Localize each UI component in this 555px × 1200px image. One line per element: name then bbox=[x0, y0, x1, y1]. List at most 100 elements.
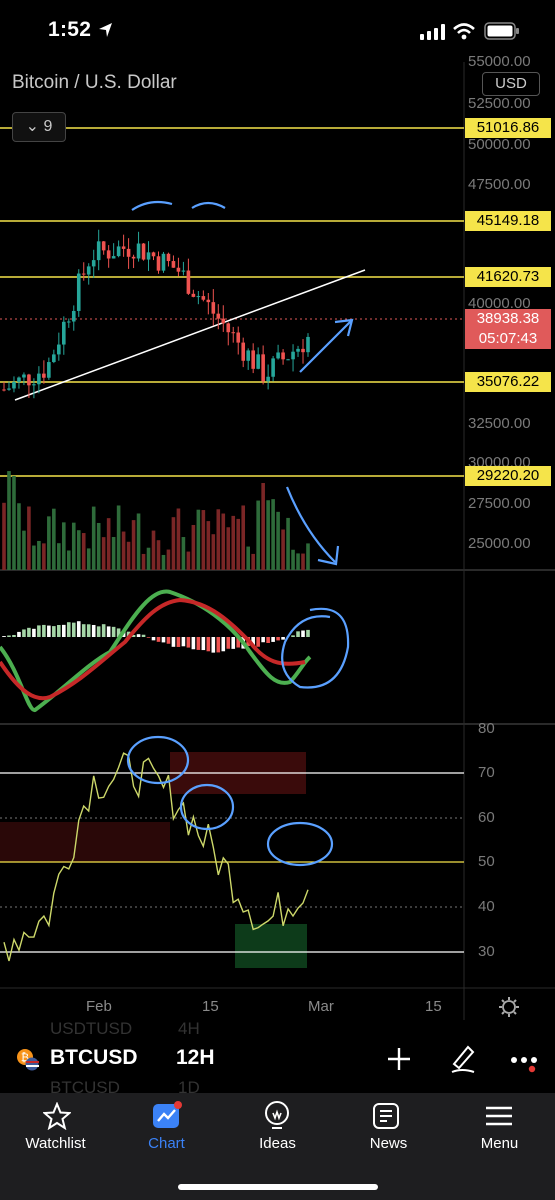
candle-body bbox=[81, 273, 86, 275]
volume-bar bbox=[191, 524, 196, 570]
level-tag: 29220.20 bbox=[465, 466, 551, 486]
rsi-tick: 70 bbox=[478, 764, 495, 781]
volume-bar bbox=[296, 553, 300, 570]
volume-bar bbox=[276, 511, 280, 570]
tab-bar bbox=[0, 1093, 555, 1200]
macd-bar bbox=[206, 637, 211, 652]
plus-icon[interactable] bbox=[386, 1046, 412, 1072]
level-lines bbox=[0, 127, 464, 477]
candle-body bbox=[296, 348, 300, 352]
macd-bar bbox=[226, 637, 231, 649]
candle-body bbox=[17, 377, 21, 382]
indicators-count: 9 bbox=[43, 118, 53, 135]
candle-body bbox=[131, 256, 136, 259]
macd-bar bbox=[251, 637, 255, 647]
draw-pen-icon[interactable] bbox=[448, 1042, 478, 1074]
macd-bar bbox=[81, 624, 86, 637]
candle-body bbox=[231, 332, 236, 334]
candle-body bbox=[266, 376, 270, 382]
volume-bar bbox=[126, 541, 131, 570]
location-arrow-icon bbox=[99, 23, 112, 37]
candle-body bbox=[196, 296, 201, 298]
volume-bar bbox=[301, 553, 305, 570]
candle-body bbox=[146, 252, 151, 260]
macd-bar bbox=[256, 637, 260, 647]
tab-chart[interactable]: Chart bbox=[111, 1100, 222, 1160]
candle-body bbox=[116, 246, 121, 257]
candle-body bbox=[176, 267, 181, 272]
tab-label: Menu bbox=[480, 1135, 519, 1152]
volume-bar bbox=[116, 505, 121, 570]
volume-bar bbox=[121, 531, 126, 570]
indicators-toggle-button[interactable]: ⌄ 9 bbox=[12, 112, 66, 142]
volume-bar bbox=[106, 518, 111, 570]
price-tick: 55000.00 bbox=[468, 53, 531, 70]
symbol-selector[interactable]: BTCUSD bbox=[50, 1046, 138, 1069]
candle-countdown: 05:07:43 bbox=[478, 330, 538, 347]
candle-body bbox=[62, 321, 66, 345]
volume-bar bbox=[76, 530, 81, 570]
volume-bar bbox=[151, 530, 156, 570]
candle-body bbox=[71, 310, 76, 322]
tab-news[interactable]: News bbox=[333, 1100, 444, 1160]
volume-bar bbox=[86, 548, 91, 570]
volume-bar bbox=[206, 521, 211, 570]
candle-body bbox=[221, 318, 226, 324]
macd-bar bbox=[171, 637, 176, 647]
macd-bar bbox=[52, 626, 56, 637]
volume-bar bbox=[12, 475, 16, 570]
level-tag: 51016.86 bbox=[465, 118, 551, 138]
macd-bar bbox=[116, 628, 121, 637]
cellular-signal-icon bbox=[420, 24, 445, 40]
macd-bar bbox=[7, 635, 11, 637]
volume-bar bbox=[17, 503, 21, 570]
volume-bar bbox=[271, 499, 275, 570]
macd-line bbox=[0, 589, 312, 712]
volume-bar bbox=[251, 553, 255, 570]
tab-label: News bbox=[369, 1135, 408, 1152]
candle-body bbox=[42, 373, 46, 378]
current-price: 38938.38 bbox=[476, 310, 540, 327]
volume-bar bbox=[71, 522, 76, 570]
time-tick: 15 bbox=[202, 998, 219, 1015]
tab-watchlist[interactable]: Watchlist bbox=[0, 1100, 111, 1160]
volume-bar bbox=[266, 500, 270, 570]
tab-ideas[interactable]: Ideas bbox=[222, 1100, 333, 1160]
candle-body bbox=[306, 336, 310, 353]
candle-body bbox=[251, 350, 255, 369]
more-icon[interactable] bbox=[510, 1052, 538, 1074]
volume-bar bbox=[81, 533, 86, 570]
macd-bar bbox=[71, 622, 76, 637]
macd-bar bbox=[186, 637, 191, 648]
volume-bar bbox=[37, 540, 41, 570]
volume-bar bbox=[22, 530, 26, 570]
macd-bar bbox=[271, 637, 275, 642]
tab-label: Watchlist bbox=[25, 1135, 86, 1152]
chart-canvas[interactable] bbox=[0, 62, 555, 1020]
macd-bar bbox=[66, 622, 71, 637]
settings-gear-icon[interactable] bbox=[498, 996, 520, 1018]
tab-menu[interactable]: Menu bbox=[444, 1100, 555, 1160]
macd-bar bbox=[216, 637, 221, 653]
candle-body bbox=[286, 359, 290, 361]
chart-title: Bitcoin / U.S. Dollar bbox=[12, 72, 177, 93]
interval-selector[interactable]: 12H bbox=[176, 1046, 215, 1069]
tab-label: Chart bbox=[148, 1135, 185, 1152]
candle-body bbox=[246, 350, 250, 361]
volume-bar bbox=[166, 549, 171, 570]
volume-bar bbox=[231, 515, 236, 570]
time-tick: 15 bbox=[425, 998, 442, 1015]
candle-body bbox=[126, 248, 131, 257]
candle-body bbox=[206, 299, 211, 303]
time-tick: Feb bbox=[86, 998, 112, 1015]
volume-bar bbox=[261, 483, 265, 570]
signal-line bbox=[0, 597, 306, 701]
price-tick: 27500.00 bbox=[468, 495, 531, 512]
macd-bar bbox=[296, 631, 300, 637]
chart-icon bbox=[153, 1101, 182, 1128]
menu-icon bbox=[486, 1106, 512, 1126]
candle-body bbox=[236, 332, 241, 343]
time-tick: Mar bbox=[308, 998, 334, 1015]
volume-bar bbox=[32, 545, 36, 570]
currency-button[interactable]: USD bbox=[482, 72, 540, 96]
